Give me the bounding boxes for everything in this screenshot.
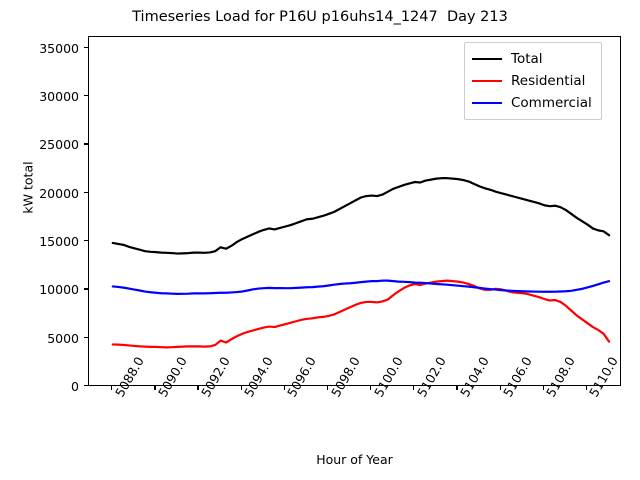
x-axis-ticks: 5088.0 5090.0 5092.0 5094.0 5096.0 5098.0 5100… <box>88 354 621 476</box>
x-tick-mark <box>456 386 458 390</box>
y-axis-ticks: 0 5000 10000 15000 20000 25000 30000 35000 <box>0 36 88 394</box>
legend-swatch-residential <box>472 80 502 82</box>
y-tick-mark <box>84 385 88 387</box>
y-tick-mark <box>84 46 88 48</box>
y-tick-label: 20000 <box>0 185 88 201</box>
x-tick-mark <box>585 386 588 390</box>
x-tick-mark <box>326 386 329 390</box>
y-tick-label: 25000 <box>0 137 88 153</box>
y-tick-mark <box>84 143 88 145</box>
x-tick-mark <box>240 386 242 390</box>
y-tick-text: 25000 <box>39 137 79 153</box>
chart-legend: Total Residential Commercial <box>464 42 602 120</box>
x-tick-mark <box>197 386 199 390</box>
legend-item-commercial[interactable]: Commercial <box>472 92 592 114</box>
y-tick-label: 0 <box>0 379 88 394</box>
series-line-commercial <box>111 279 611 295</box>
legend-swatch-total <box>472 58 502 60</box>
legend-label: Residential <box>511 73 586 89</box>
y-tick-text: 35000 <box>39 40 79 56</box>
legend-item-total[interactable]: Total <box>472 48 592 70</box>
x-tick-mark <box>370 386 372 390</box>
legend-label: Total <box>511 51 543 67</box>
x-tick-mark <box>499 386 501 390</box>
series-line-total <box>111 177 611 255</box>
y-tick-text: 10000 <box>39 282 79 298</box>
x-tick-mark <box>283 386 286 390</box>
chart-title: Timeseries Load for P16U p16uhs14_1247 D… <box>132 9 508 25</box>
legend-label: Commercial <box>511 95 592 111</box>
y-tick-label: 5000 <box>0 330 88 346</box>
y-tick-text: 20000 <box>39 185 79 201</box>
x-tick-mark <box>154 386 156 390</box>
y-tick-label: 30000 <box>0 88 88 104</box>
y-tick-text: 30000 <box>39 88 79 104</box>
y-tick-label: 35000 <box>0 40 88 56</box>
y-tick-mark <box>84 191 88 193</box>
legend-swatch-commercial <box>472 102 502 104</box>
y-tick-text: 5000 <box>47 330 79 346</box>
y-tick-mark <box>84 239 88 242</box>
y-tick-mark <box>84 336 88 338</box>
x-tick-mark <box>111 386 113 390</box>
y-tick-label: 15000 <box>0 233 88 249</box>
plot-lines <box>111 177 611 349</box>
y-tick-label: 10000 <box>0 282 88 298</box>
y-tick-mark <box>84 94 88 97</box>
x-axis-label: Hour of Year <box>316 452 393 467</box>
x-tick-mark <box>413 386 415 390</box>
y-tick-text: 15000 <box>39 233 79 249</box>
y-tick-text: 0 <box>71 379 79 394</box>
legend-item-residential[interactable]: Residential <box>472 70 592 92</box>
x-tick-mark <box>542 386 544 390</box>
y-tick-mark <box>84 288 88 290</box>
series-line-residential <box>111 279 611 349</box>
